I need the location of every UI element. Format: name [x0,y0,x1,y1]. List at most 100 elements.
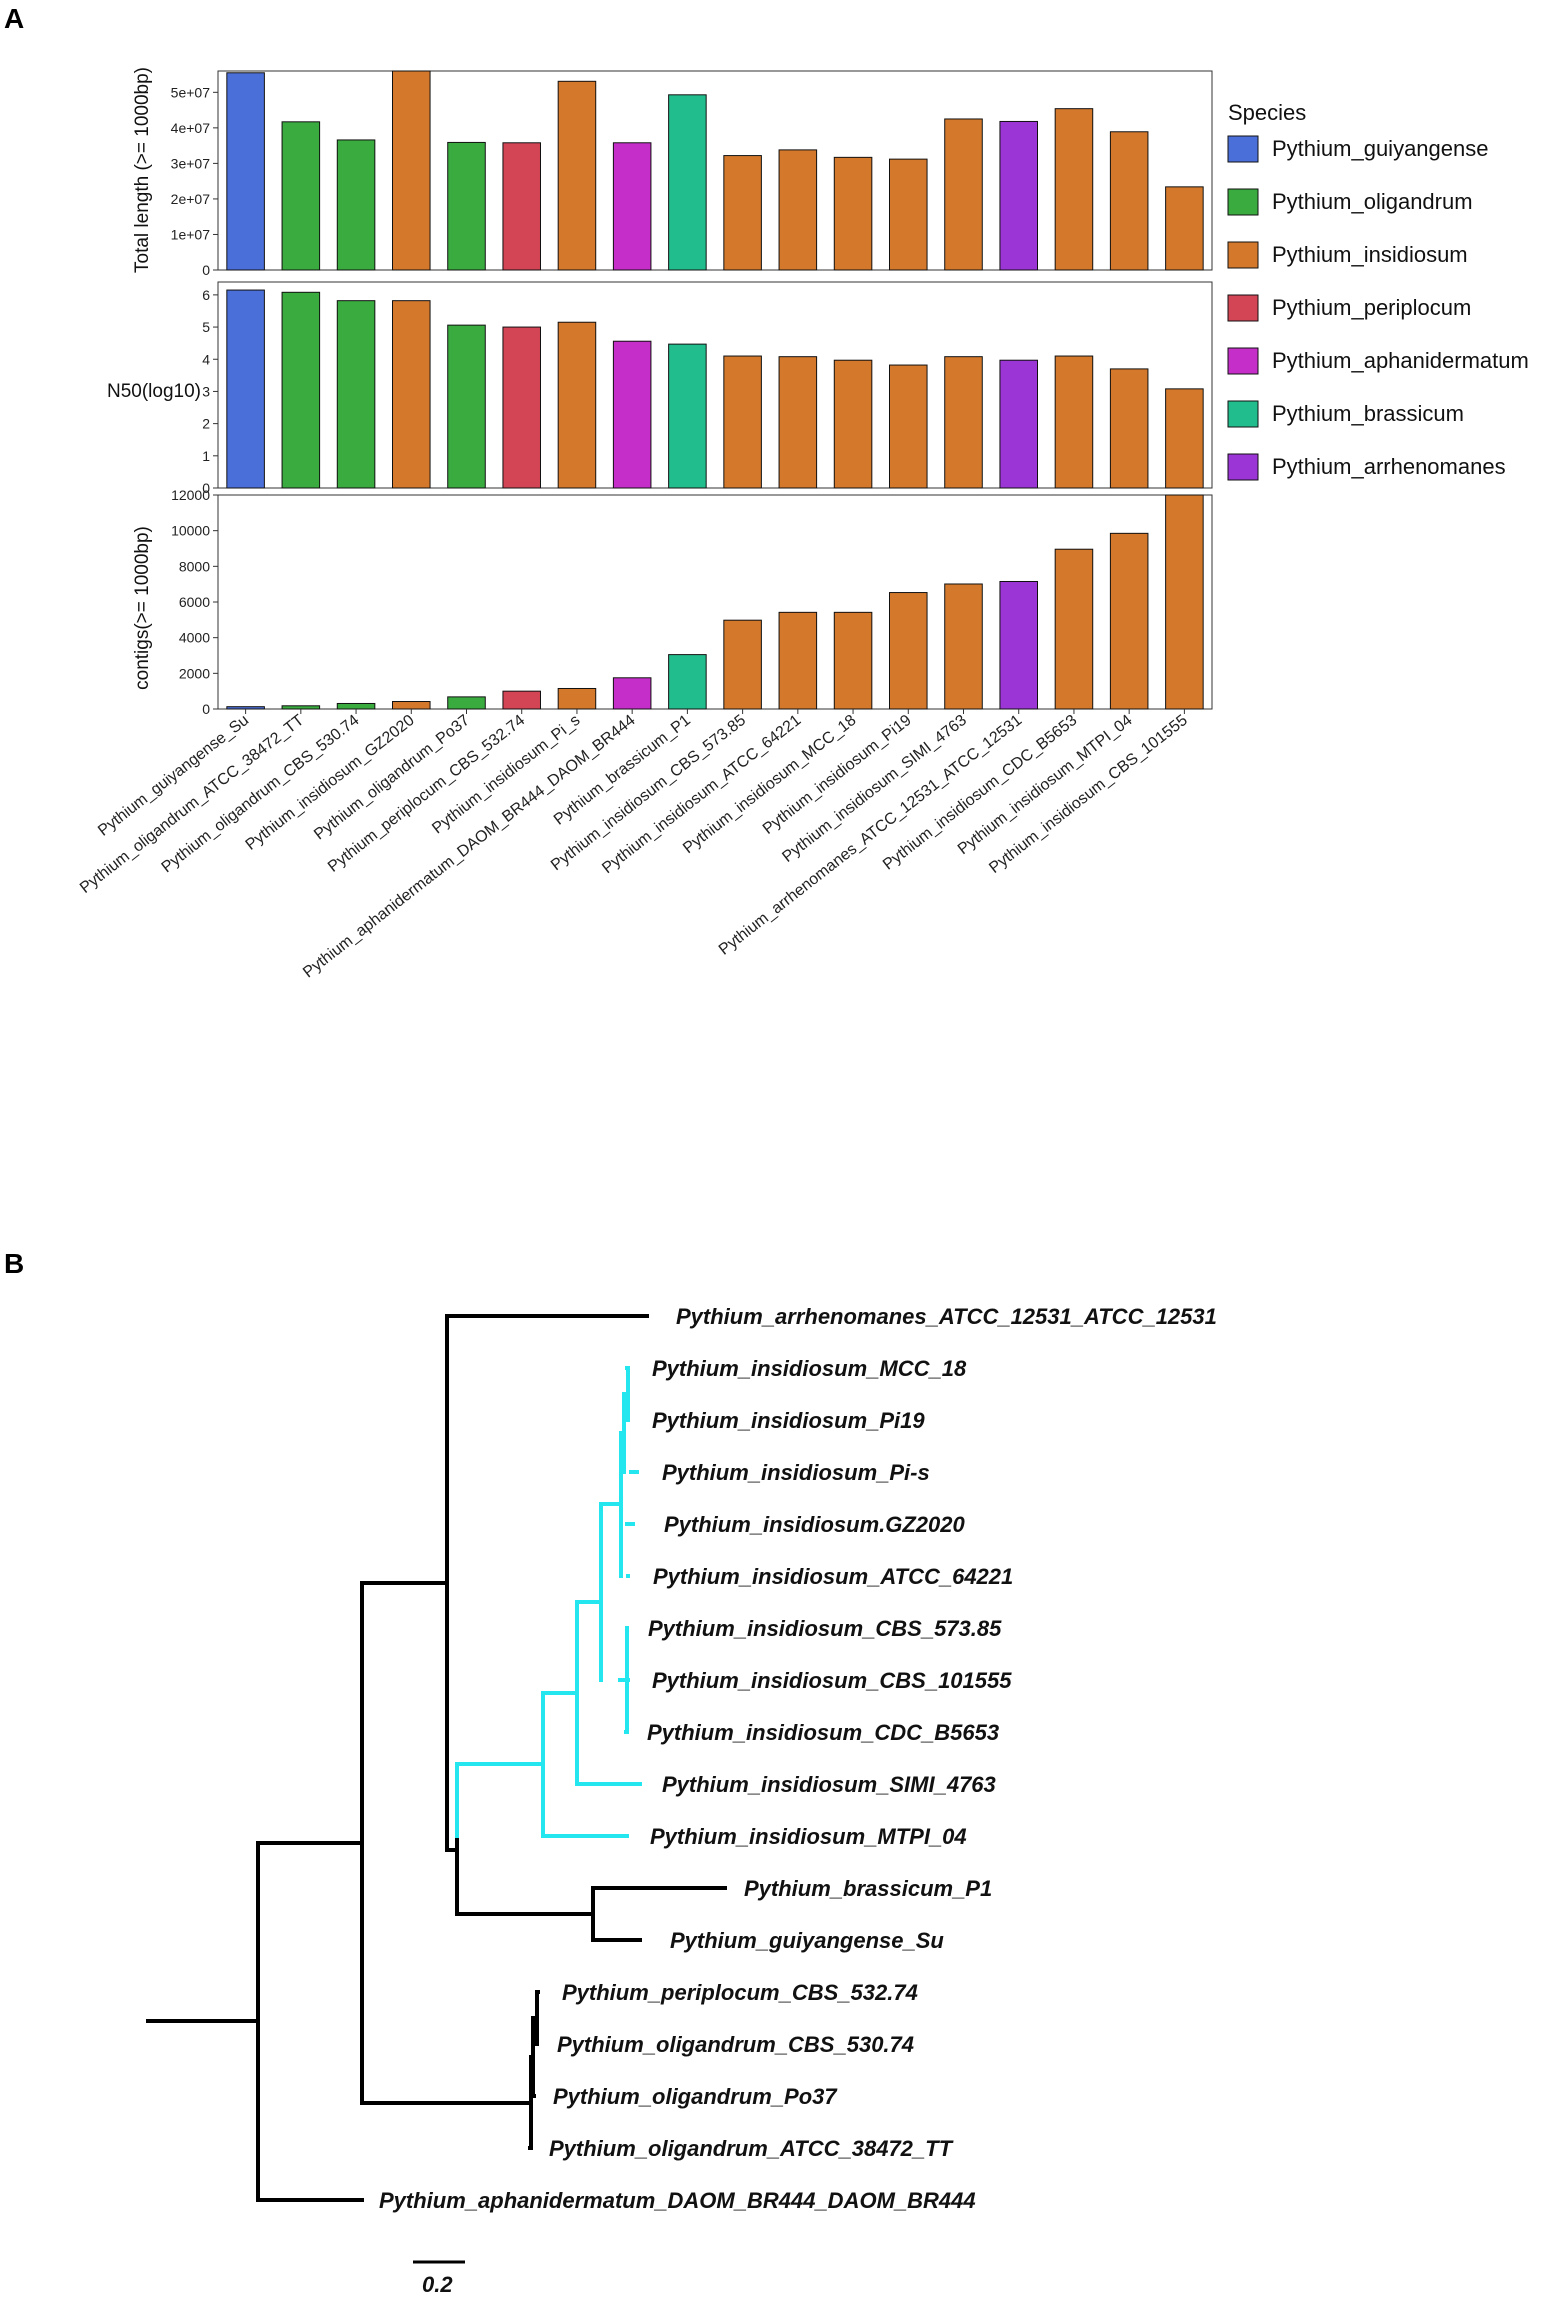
y-tick-label: 4000 [179,630,210,646]
bar [336,702,376,710]
phylogenetic-tree-panel-b: Pythium_arrhenomanes_ATCC_12531_ATCC_125… [146,1304,1217,2213]
tree-tip-label: Pythium_guiyangense_Su [670,1928,944,1953]
bar [668,94,707,271]
bar [1109,368,1149,489]
bar [1054,355,1094,489]
scale-bar-label: 0.2 [422,2272,453,2297]
tree-tip-label: Pythium_arrhenomanes_ATCC_12531_ATCC_125… [676,1304,1217,1329]
y-tick-label: 4e+07 [171,120,211,136]
bar [668,343,707,489]
y-tick-label: 2000 [179,665,210,681]
bar [336,139,376,271]
tree-tip-label: Pythium_insidiosum_SIMI_4763 [662,1772,996,1797]
bar [944,583,983,710]
panel-label-b: B [4,1248,24,1279]
legend-swatch [1227,453,1259,481]
bar [778,611,818,710]
bar [668,654,707,710]
y-tick-label: 1 [202,448,210,464]
bar [502,326,541,489]
bar-chart-panel-a: 0 1e+07 2e+07 3e+07 4e+07 5e+07 Total length (… [77,67,1213,981]
bar [999,580,1038,710]
tree-tip-label: Pythium_insidiosum_CDC_B5653 [647,1720,999,1745]
bar [612,340,652,489]
bar [392,300,431,489]
legend-swatch [1227,241,1259,269]
tree-tip-label: Pythium_insidiosum_ATCC_64221 [653,1564,1013,1589]
bar [833,611,873,710]
bar [1165,388,1204,489]
y-tick-label: 0 [202,480,210,496]
legend-title: Species [1228,100,1306,125]
bar [336,300,376,489]
bar [557,80,597,271]
tree-tip-label: Pythium_insidiosum_CBS_101555 [652,1668,1012,1693]
x-tick-label: Pythium_insidiosum_ATCC_64221 [599,712,804,877]
y-tick-label: 6 [202,287,210,303]
bar [723,619,762,710]
bar [281,705,321,710]
legend-label: Pythium_brassicum [1272,401,1464,426]
y-axis-title: Total length (>= 1000bp) [132,67,153,273]
bar [502,690,541,710]
legend-swatch [1227,188,1259,216]
bar [612,142,652,271]
bar [447,141,486,271]
y-tick-label: 2e+07 [171,191,211,207]
bar [889,592,928,710]
plot-frame [217,70,1213,271]
bar [392,70,431,271]
tree-tip-label: Pythium_insidiosum_MCC_18 [652,1356,967,1381]
bar [999,359,1038,489]
y-axis-title: contigs(>= 1000bp) [132,526,153,690]
bar [557,687,597,710]
bar [226,289,265,489]
bar [226,706,265,710]
bar [1054,108,1094,271]
tree-tip-label: Pythium_insidiosum_Pi19 [652,1408,925,1433]
y-axis-title: N50(log10) [107,381,201,402]
legend-label: Pythium_oligandrum [1272,189,1473,214]
y-tick-label: 1e+07 [171,226,211,242]
y-tick-label: 3 [202,383,210,399]
y-tick-label: 5e+07 [171,84,211,100]
bar [447,696,486,710]
bar [557,321,597,489]
x-axis: Pythium_guiyangense_SuPythium_oligandrum… [77,709,1191,981]
tree-tip-label: Pythium_insidiosum_MTPI_04 [650,1824,967,1849]
bar [1109,131,1149,271]
bar [999,120,1038,271]
y-tick-label: 10000 [171,523,210,539]
chart-panel-3: 0 2000 4000 6000 8000 10000 12000 contigs(>= 10… [132,487,1213,717]
legend-swatch [1227,347,1259,375]
bar [833,156,873,271]
plot-frame [217,281,1213,489]
legend-swatch [1227,135,1259,163]
x-tick-label: Pythium_periplocum_CBS_532.74 [325,712,528,876]
y-tick-label: 4 [202,351,210,367]
tree-tip-label: Pythium_periplocum_CBS_532.74 [562,1980,918,2005]
y-tick-label: 0 [202,701,210,717]
x-tick-label: Pythium_insidiosum_CBS_101555 [986,712,1191,877]
bar [944,118,983,271]
bar [447,324,486,489]
legend-label: Pythium_guiyangense [1272,136,1488,161]
tree-tip-label: Pythium_brassicum_P1 [744,1876,992,1901]
y-tick-label: 6000 [179,594,210,610]
x-tick-label: Pythium_oligandrum_ATCC_38472_TT [77,712,307,897]
bar [778,356,818,489]
bar [1165,186,1204,271]
bar [889,364,928,489]
legend-swatch [1227,400,1259,428]
bar [889,158,928,271]
legend-label: Pythium_arrhenomanes [1272,454,1506,479]
tree-tip-label: Pythium_insidiosum_CBS_573.85 [648,1616,1002,1641]
bar [226,72,265,271]
legend-label: Pythium_periplocum [1272,295,1471,320]
bar [392,701,431,710]
tree-tip-label: Pythium_aphanidermatum_DAOM_BR444_DAOM_B… [379,2188,976,2213]
tree-tip-label: Pythium_insidiosum.GZ2020 [664,1512,966,1537]
bar [612,677,652,710]
legend-label: Pythium_insidiosum [1272,242,1468,267]
